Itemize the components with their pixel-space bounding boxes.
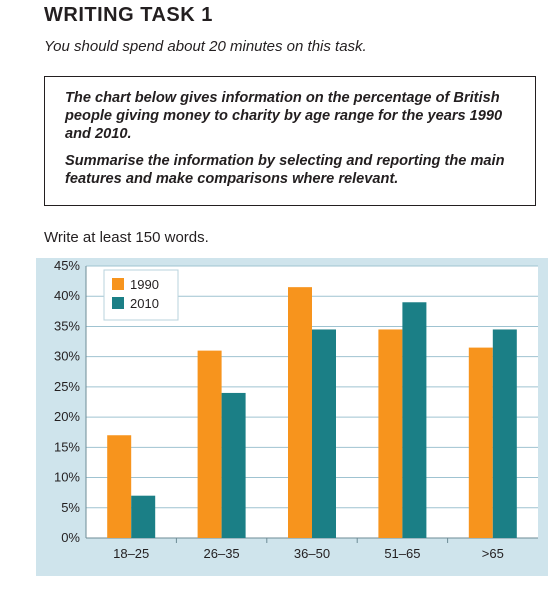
bar-2010 <box>492 329 517 538</box>
x-tick-label: >65 <box>482 546 504 561</box>
bar-1990 <box>378 329 403 538</box>
bar-2010 <box>221 392 246 538</box>
legend-label-1990: 1990 <box>130 277 159 292</box>
bar-2010 <box>312 329 336 538</box>
bar-1990 <box>107 435 132 538</box>
y-tick-label: 25% <box>54 379 80 394</box>
bar-1990 <box>468 347 493 538</box>
y-tick-label: 5% <box>61 500 80 515</box>
y-tick-label: 20% <box>54 409 80 424</box>
time-instruction: You should spend about 20 minutes on thi… <box>44 38 367 55</box>
y-tick-label: 35% <box>54 318 80 333</box>
chart-panel: 0% 5% 10% 15% 20% 25% 30% 35% 40% 45% 18–25 26–35 36… <box>36 258 548 576</box>
prompt-description: The chart below gives information on the… <box>65 90 503 142</box>
y-tick-label: 10% <box>54 470 80 485</box>
legend-label-2010: 2010 <box>130 296 159 311</box>
y-tick-label: 40% <box>54 288 80 303</box>
x-tick-label: 18–25 <box>113 546 149 561</box>
word-count-instruction: Write at least 150 words. <box>44 229 209 246</box>
legend-box <box>103 269 179 321</box>
bar-1990 <box>288 287 312 538</box>
bar-chart: 0% 5% 10% 15% 20% 25% 30% 35% 40% 45% 18–25 26–35 36… <box>54 258 538 561</box>
bar-1990 <box>197 350 222 538</box>
prompt-instruction: Summarise the information by selecting a… <box>65 153 505 187</box>
bar-2010 <box>131 495 156 538</box>
bar-2010 <box>402 302 427 538</box>
x-tick-label: 51–65 <box>384 546 420 561</box>
x-tick-label: 26–35 <box>204 546 240 561</box>
y-tick-label: 15% <box>54 439 80 454</box>
task-title: WRITING TASK 1 <box>44 4 213 26</box>
legend-swatch-1990 <box>112 278 124 290</box>
y-tick-label: 0% <box>61 530 80 545</box>
x-tick-label: 36–50 <box>294 546 330 561</box>
task-prompt-box: The chart below gives information on the… <box>44 76 536 206</box>
y-tick-label: 30% <box>54 349 80 364</box>
y-tick-label: 45% <box>54 258 80 273</box>
legend-swatch-2010 <box>112 297 124 309</box>
